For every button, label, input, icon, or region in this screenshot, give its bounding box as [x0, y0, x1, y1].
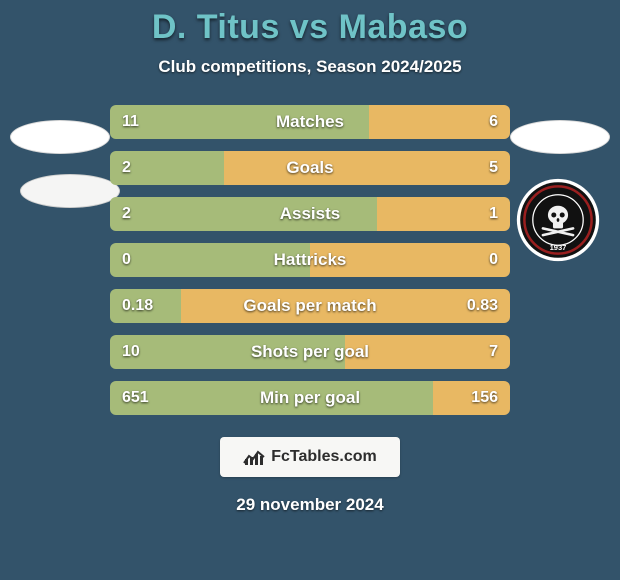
bar-right-segment	[345, 335, 510, 369]
bar-left-segment	[110, 105, 369, 139]
player-b-badge	[510, 120, 610, 154]
brand-label: FcTables.com	[271, 448, 377, 466]
bar-row: Min per goal651156	[110, 381, 510, 415]
bar-row: Goals per match0.180.83	[110, 289, 510, 323]
crest-year: 1937	[550, 243, 567, 252]
bar-right-segment	[377, 197, 510, 231]
comparison-bars: Matches116 Goals25 Assists21 Hattricks00 Goa…	[110, 105, 510, 415]
bar-right-segment	[310, 243, 510, 277]
brand-chart-icon	[243, 448, 265, 466]
bar-right-segment	[369, 105, 510, 139]
bar-left-segment	[110, 381, 433, 415]
page-title: D. Titus vs Mabaso	[0, 0, 620, 47]
bar-row: Hattricks00	[110, 243, 510, 277]
club-crest-icon: 1937	[516, 178, 600, 262]
bar-left-segment	[110, 289, 181, 323]
date-label: 29 november 2024	[0, 495, 620, 515]
page-subtitle: Club competitions, Season 2024/2025	[0, 57, 620, 77]
bar-row: Goals25	[110, 151, 510, 185]
player-a-badge-1	[10, 120, 110, 154]
player-a-badge-2	[20, 174, 120, 208]
brand-badge: FcTables.com	[220, 437, 400, 477]
bar-left-segment	[110, 151, 224, 185]
bar-row: Matches116	[110, 105, 510, 139]
bar-right-segment	[181, 289, 510, 323]
bar-row: Shots per goal107	[110, 335, 510, 369]
bar-left-segment	[110, 243, 310, 277]
bar-left-segment	[110, 335, 345, 369]
comparison-infographic: D. Titus vs Mabaso Club competitions, Se…	[0, 0, 620, 580]
bar-right-segment	[224, 151, 510, 185]
bar-right-segment	[433, 381, 510, 415]
bar-row: Assists21	[110, 197, 510, 231]
bar-left-segment	[110, 197, 377, 231]
